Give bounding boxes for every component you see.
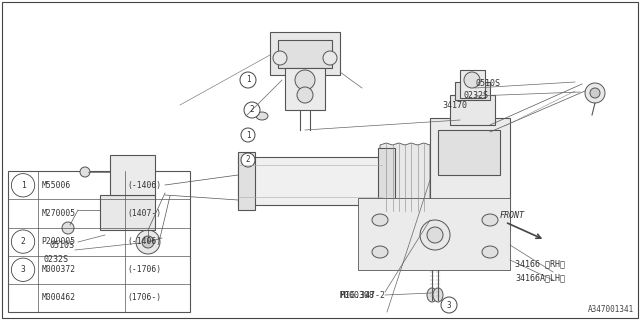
Polygon shape — [378, 148, 395, 212]
Text: 2: 2 — [246, 156, 250, 164]
Polygon shape — [238, 152, 255, 210]
Text: (1407-): (1407-) — [128, 209, 162, 218]
Text: 34166A〈LH〉: 34166A〈LH〉 — [515, 274, 565, 283]
Text: 1: 1 — [20, 181, 26, 190]
Text: 34170: 34170 — [442, 100, 467, 109]
Text: 34166 〈RH〉: 34166 〈RH〉 — [515, 260, 565, 268]
Text: 1: 1 — [246, 131, 250, 140]
Text: (1706-): (1706-) — [128, 293, 162, 302]
Ellipse shape — [585, 83, 605, 103]
Text: FIG.347-2: FIG.347-2 — [340, 291, 385, 300]
Bar — [8, 171, 190, 312]
Circle shape — [241, 128, 255, 142]
Polygon shape — [110, 155, 155, 195]
Ellipse shape — [372, 214, 388, 226]
Ellipse shape — [482, 246, 498, 258]
Text: (-1406): (-1406) — [128, 181, 162, 190]
Text: A347001341: A347001341 — [588, 305, 634, 314]
Polygon shape — [238, 157, 382, 205]
Text: 1: 1 — [246, 76, 250, 84]
Ellipse shape — [464, 72, 480, 88]
Polygon shape — [455, 82, 490, 100]
Ellipse shape — [297, 87, 313, 103]
Circle shape — [441, 297, 457, 313]
Text: 0232S: 0232S — [44, 255, 69, 265]
Ellipse shape — [136, 230, 160, 254]
Text: (-1406): (-1406) — [128, 237, 162, 246]
Text: 0232S: 0232S — [464, 92, 489, 100]
Text: 2: 2 — [20, 237, 26, 246]
Polygon shape — [450, 95, 495, 125]
Polygon shape — [270, 32, 340, 75]
Text: 2: 2 — [250, 106, 254, 115]
Text: 0510S: 0510S — [475, 78, 500, 87]
Text: 3: 3 — [20, 265, 26, 274]
Ellipse shape — [433, 288, 443, 302]
Text: M270005: M270005 — [42, 209, 76, 218]
Ellipse shape — [427, 227, 443, 243]
Ellipse shape — [372, 246, 388, 258]
Ellipse shape — [590, 88, 600, 98]
Ellipse shape — [420, 220, 450, 250]
Polygon shape — [380, 143, 430, 212]
Text: M000398: M000398 — [340, 292, 375, 300]
Ellipse shape — [295, 70, 315, 90]
Text: M000462: M000462 — [42, 293, 76, 302]
Circle shape — [244, 102, 260, 118]
Polygon shape — [438, 130, 500, 175]
Text: (-1706): (-1706) — [128, 265, 162, 274]
Polygon shape — [278, 40, 332, 68]
Ellipse shape — [62, 222, 74, 234]
Ellipse shape — [427, 288, 437, 302]
Polygon shape — [285, 68, 325, 110]
Text: M000372: M000372 — [42, 265, 76, 274]
Text: P200005: P200005 — [42, 237, 76, 246]
Circle shape — [241, 153, 255, 167]
Text: M55006: M55006 — [42, 181, 70, 190]
Polygon shape — [100, 195, 155, 230]
Polygon shape — [460, 70, 485, 98]
Ellipse shape — [273, 51, 287, 65]
Text: 3: 3 — [447, 300, 451, 309]
Ellipse shape — [80, 167, 90, 177]
Ellipse shape — [142, 236, 154, 248]
Text: 0510S: 0510S — [50, 242, 75, 251]
Ellipse shape — [482, 214, 498, 226]
Polygon shape — [358, 198, 510, 270]
Text: FRONT: FRONT — [500, 211, 525, 220]
Ellipse shape — [256, 112, 268, 120]
Ellipse shape — [323, 51, 337, 65]
Polygon shape — [430, 118, 510, 230]
Circle shape — [240, 72, 256, 88]
